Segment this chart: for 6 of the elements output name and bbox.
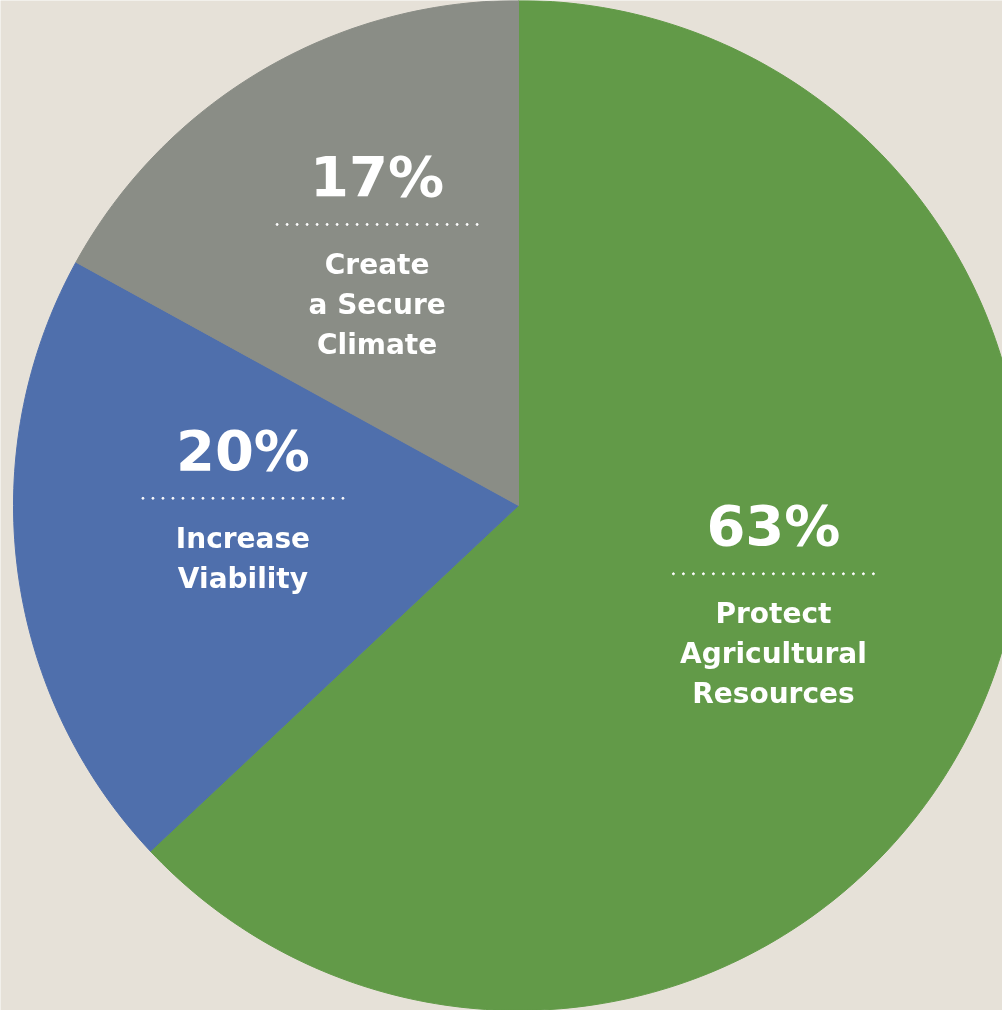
slice-label: Increase Viability [175,521,311,595]
slice-label: Protect Agricultural Resources [679,597,867,711]
data-label: 20% [175,417,310,483]
slice-label: Create a Secure Climate [308,247,446,361]
data-label: 63% [706,493,841,559]
data-label: 17% [310,143,445,209]
